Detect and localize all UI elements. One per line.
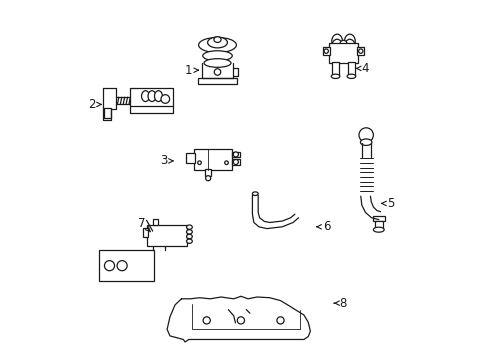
Circle shape	[233, 159, 238, 165]
Ellipse shape	[213, 37, 221, 42]
Ellipse shape	[203, 59, 230, 67]
Ellipse shape	[373, 227, 384, 232]
Text: 3: 3	[160, 154, 173, 167]
Text: 8: 8	[333, 297, 346, 310]
Circle shape	[233, 152, 238, 157]
Circle shape	[205, 176, 210, 181]
Circle shape	[104, 261, 114, 271]
Circle shape	[276, 317, 284, 324]
Bar	[147, 225, 186, 246]
Text: 6: 6	[316, 220, 329, 233]
Bar	[372, 216, 385, 221]
Bar	[197, 78, 237, 84]
Text: 5: 5	[381, 197, 394, 210]
Bar	[331, 62, 339, 75]
Bar	[374, 221, 382, 228]
Bar	[99, 250, 154, 281]
Bar	[194, 149, 231, 170]
Circle shape	[358, 49, 362, 53]
Ellipse shape	[344, 34, 355, 49]
Ellipse shape	[252, 192, 258, 195]
Bar	[142, 228, 148, 237]
Text: 2: 2	[88, 98, 101, 111]
Bar	[231, 152, 239, 157]
Bar	[104, 108, 110, 118]
Ellipse shape	[360, 139, 371, 145]
Bar	[152, 219, 158, 225]
Circle shape	[237, 317, 244, 324]
Text: 7: 7	[138, 217, 150, 232]
Bar	[204, 169, 211, 176]
Bar	[322, 47, 329, 55]
Ellipse shape	[186, 230, 192, 234]
Ellipse shape	[331, 39, 342, 54]
Bar	[328, 43, 357, 63]
Text: 4: 4	[355, 62, 368, 75]
Text: 1: 1	[185, 64, 198, 77]
Circle shape	[161, 95, 169, 103]
Ellipse shape	[203, 51, 232, 61]
Ellipse shape	[198, 37, 236, 53]
Circle shape	[214, 69, 220, 75]
Ellipse shape	[346, 74, 355, 78]
Ellipse shape	[339, 40, 346, 48]
Circle shape	[203, 317, 210, 324]
Ellipse shape	[186, 234, 192, 239]
Ellipse shape	[331, 34, 342, 49]
Bar	[186, 153, 194, 163]
Ellipse shape	[141, 91, 149, 102]
Bar	[347, 62, 354, 75]
Circle shape	[324, 49, 328, 53]
Ellipse shape	[186, 239, 192, 243]
Ellipse shape	[154, 91, 162, 102]
Circle shape	[224, 161, 228, 165]
Circle shape	[104, 110, 110, 117]
Circle shape	[117, 261, 127, 271]
Ellipse shape	[344, 39, 355, 54]
Ellipse shape	[330, 74, 339, 78]
Ellipse shape	[186, 225, 192, 229]
Circle shape	[197, 161, 201, 165]
Circle shape	[358, 128, 373, 142]
Bar	[231, 159, 239, 165]
Bar	[356, 47, 364, 55]
Ellipse shape	[207, 37, 227, 48]
Ellipse shape	[148, 91, 156, 102]
